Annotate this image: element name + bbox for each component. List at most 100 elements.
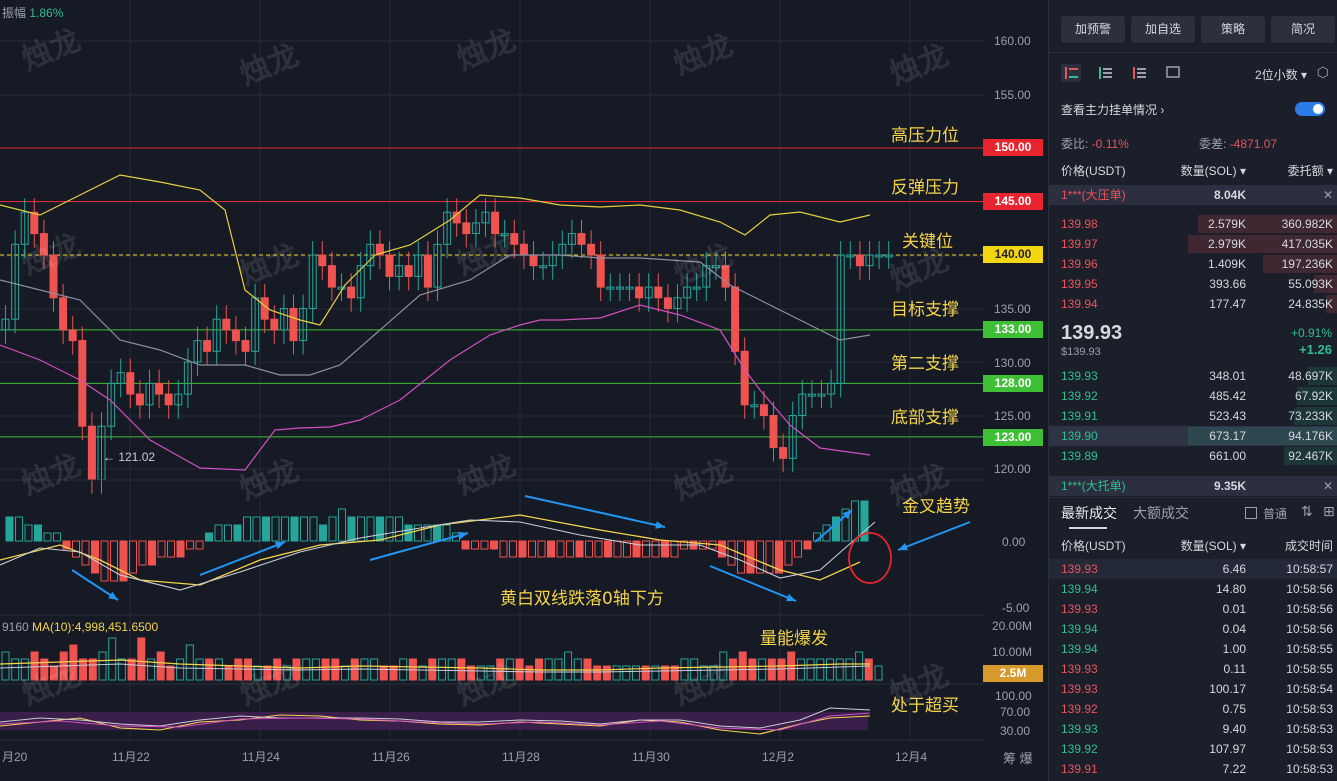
amount-header[interactable]: 委托额 ▾ [1287, 164, 1333, 178]
rsi-axis-30: 30.00 [1000, 724, 1031, 738]
date-axis-label: 12月2 [762, 750, 795, 764]
macd-bar [471, 540, 479, 550]
volume-bar [661, 665, 670, 681]
macd-bar [43, 532, 52, 542]
view-bids-icon[interactable] [1095, 64, 1115, 82]
price-axis-label: 135.00 [994, 302, 1031, 316]
view-asks-icon[interactable] [1129, 64, 1149, 82]
macd-bar [461, 540, 470, 550]
macd-bar [661, 540, 669, 558]
candle-body [414, 254, 423, 277]
volume-bar [467, 665, 476, 681]
candle-body [20, 211, 29, 245]
volume-bar [147, 658, 155, 681]
annotation-high-pressure: 高压力位 [891, 126, 959, 146]
ask-row[interactable]: 139.95 393.66 55.093K [1049, 274, 1337, 294]
trend-arrow-head [898, 543, 908, 551]
big-bid-row[interactable]: 1***(大托单) 9.35K ✕ [1049, 476, 1337, 496]
orderbook-toolbar: 2位小数 ▾ ⬡ [1061, 64, 1331, 84]
candle-body [615, 286, 624, 290]
volume-bar [205, 658, 214, 681]
candle-body [68, 329, 77, 342]
volume-bar [137, 637, 146, 681]
macd-bar [366, 516, 375, 542]
macd-bar [547, 540, 555, 558]
settings-gear-icon[interactable]: ⬡ [1316, 64, 1329, 80]
view-both-icon[interactable] [1061, 64, 1081, 82]
macd-bar [224, 524, 232, 542]
candle-body [404, 265, 413, 277]
candle-body [145, 382, 154, 406]
candle-body [500, 233, 509, 237]
bid-row[interactable]: 139.92 485.42 67.92K [1049, 386, 1337, 406]
close-big-ask-icon[interactable]: ✕ [1322, 188, 1333, 202]
tab-large-trades[interactable]: 大额成交 [1133, 505, 1189, 521]
ask-row[interactable]: 139.96 1.409K 197.236K [1049, 254, 1337, 274]
volume-bar [20, 658, 29, 681]
bid-row[interactable]: 139.90 673.17 94.176K [1049, 426, 1337, 446]
volume-bar [176, 658, 185, 681]
volume-ma2-line [0, 663, 871, 673]
trade-tabs: 最新成交 大额成交 普通 ⇅ ⊞ [1061, 503, 1335, 529]
macd-bar [15, 516, 23, 542]
ask-row[interactable]: 139.98 2.579K 360.982K [1049, 214, 1337, 234]
strategy-button[interactable]: 策略 [1201, 16, 1265, 43]
macd-bar [860, 500, 869, 542]
trade-row: 139.94 14.80 10:58:56 [1061, 582, 1333, 596]
qty-header[interactable]: 数量(SOL) ▾ [1180, 164, 1246, 178]
trade-row: 139.93 0.01 10:58:56 [1061, 602, 1333, 616]
ask-row[interactable]: 139.97 2.979K 417.035K [1049, 234, 1337, 254]
rsi-line [0, 714, 871, 735]
candle-body [174, 393, 183, 406]
chart-corner-buttons[interactable]: 筹 爆 [1003, 751, 1033, 766]
macd-bar [186, 540, 194, 550]
price-level-tag: 133.00 [983, 321, 1043, 338]
volume-bar [108, 637, 117, 681]
layout-icon[interactable]: ⊞ [1323, 503, 1335, 519]
price-level-tag: 123.00 [983, 429, 1043, 446]
low-price-marker: ← 121.02 [103, 450, 156, 464]
add-watchlist-button[interactable]: 加自选 [1131, 16, 1195, 43]
volume-bar [117, 658, 126, 681]
macd-bar [271, 516, 280, 542]
macd-bar [243, 516, 251, 542]
main-orders-link[interactable]: 查看主力挂单情况 › [1061, 103, 1165, 117]
normal-checkbox[interactable] [1245, 507, 1257, 519]
bid-row[interactable]: 139.93 348.01 48.697K [1049, 366, 1337, 386]
price-axis-label: 120.00 [994, 462, 1031, 476]
date-axis-label: 12月4 [895, 750, 928, 764]
close-big-bid-icon[interactable]: ✕ [1322, 479, 1333, 493]
change-percent: +0.91% [1290, 326, 1332, 340]
volume-bar [69, 644, 78, 681]
macd-bar [347, 516, 356, 542]
tab-latest-trades[interactable]: 最新成交 [1061, 505, 1117, 529]
volume-axis-20m: 20.00M [992, 619, 1033, 633]
chart-area[interactable]: 振幅 1.86% 高压力位 反弹压力 关键位 目标支撑 第二支撑 底部支撑 金叉… [0, 0, 1048, 781]
volume-bar [389, 665, 398, 681]
ask-row[interactable]: 139.94 177.47 24.835K [1049, 294, 1337, 314]
bid-row[interactable]: 139.89 661.00 92.467K [1049, 446, 1337, 466]
view-trades-icon[interactable] [1163, 64, 1183, 82]
golden-cross-circle [848, 532, 892, 584]
main-orders-toggle[interactable] [1295, 102, 1325, 116]
annotation-rebound-pressure: 反弹压力 [891, 178, 959, 198]
candle-body [625, 286, 634, 290]
filter-icon[interactable]: ⇅ [1301, 503, 1313, 519]
annotation-macd-note: 黄白双线跌落0轴下方 [500, 589, 664, 609]
depth-bar [1263, 255, 1337, 273]
big-ask-row[interactable]: 1***(大压单) 8.04K ✕ [1049, 185, 1337, 205]
add-alert-button[interactable]: 加预警 [1061, 16, 1125, 43]
volume-bar [88, 658, 97, 681]
candlestick-chart[interactable] [0, 0, 1048, 781]
candle-body [318, 254, 327, 267]
trade-row: 139.91 7.22 10:58:53 [1061, 762, 1333, 776]
trade-qty-header[interactable]: 数量(SOL) ▾ [1180, 539, 1246, 553]
macd-dif-line [0, 519, 876, 591]
precision-select[interactable]: 2位小数 ▾ [1254, 68, 1307, 82]
bid-row[interactable]: 139.91 523.43 73.233K [1049, 406, 1337, 426]
volume-bar [641, 665, 650, 681]
candle-body [260, 297, 269, 320]
overview-button[interactable]: 简况 [1271, 16, 1335, 43]
candle-body [567, 233, 576, 245]
candle-body [875, 254, 884, 258]
